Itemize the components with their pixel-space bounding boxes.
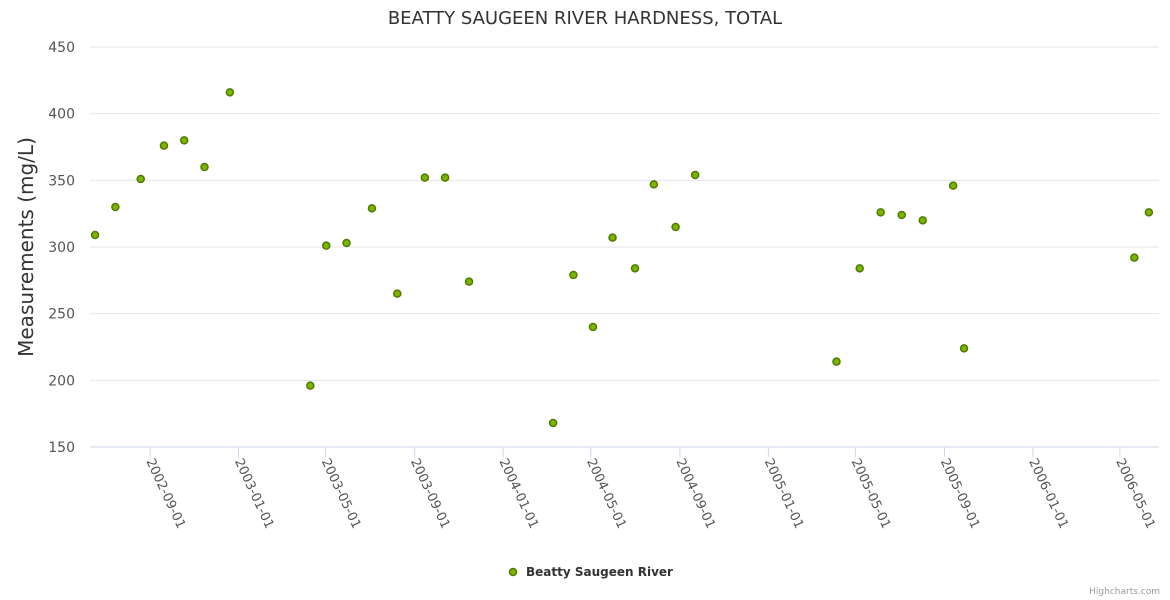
data-point bbox=[948, 181, 958, 190]
data-point bbox=[179, 136, 189, 145]
data-point bbox=[322, 241, 331, 250]
y-tick-label: 350 bbox=[48, 173, 75, 189]
data-point bbox=[855, 264, 864, 273]
data-point bbox=[876, 208, 885, 217]
data-point bbox=[959, 344, 969, 353]
data-point bbox=[630, 264, 640, 273]
y-tick-label: 400 bbox=[48, 107, 75, 123]
data-point bbox=[918, 216, 927, 225]
data-point bbox=[671, 222, 680, 232]
credits-link[interactable]: Highcharts.com bbox=[1089, 587, 1160, 597]
y-tick-label: 250 bbox=[48, 307, 75, 323]
data-point bbox=[649, 180, 659, 189]
y-tick-label: 200 bbox=[48, 373, 75, 389]
legend-label[interactable]: Beatty Saugeen River bbox=[526, 565, 673, 579]
legend[interactable]: Beatty Saugeen River bbox=[508, 565, 674, 579]
y-tick-label: 300 bbox=[48, 240, 75, 256]
data-point bbox=[608, 233, 617, 242]
data-point bbox=[90, 230, 100, 240]
data-point bbox=[367, 204, 377, 213]
data-point bbox=[342, 238, 351, 248]
data-point bbox=[588, 322, 598, 332]
data-point bbox=[464, 277, 474, 286]
legend-marker bbox=[508, 567, 518, 577]
data-point bbox=[159, 141, 169, 150]
data-point bbox=[111, 202, 120, 212]
data-point bbox=[440, 173, 450, 182]
data-point bbox=[569, 270, 578, 280]
data-point bbox=[225, 88, 235, 97]
data-point bbox=[548, 418, 558, 428]
data-point bbox=[393, 289, 402, 298]
data-point bbox=[136, 174, 145, 184]
chart-title: BEATTY SAUGEEN RIVER HARDNESS, TOTAL bbox=[388, 8, 782, 29]
y-axis-label: Measurements (mg/L) bbox=[14, 137, 38, 357]
gridlines bbox=[90, 46, 1159, 381]
data-point bbox=[897, 210, 906, 220]
data-point bbox=[200, 162, 209, 172]
data-point bbox=[1144, 208, 1154, 217]
data-point bbox=[1130, 253, 1139, 262]
data-point bbox=[832, 357, 841, 366]
y-axis: 150 200 250 300 350 400 450 bbox=[48, 40, 75, 456]
data-point bbox=[420, 173, 430, 182]
series-points bbox=[90, 88, 1154, 428]
y-tick-label: 450 bbox=[48, 40, 75, 56]
data-point bbox=[690, 170, 700, 180]
data-point bbox=[306, 381, 315, 390]
y-tick-label: 150 bbox=[48, 440, 75, 456]
